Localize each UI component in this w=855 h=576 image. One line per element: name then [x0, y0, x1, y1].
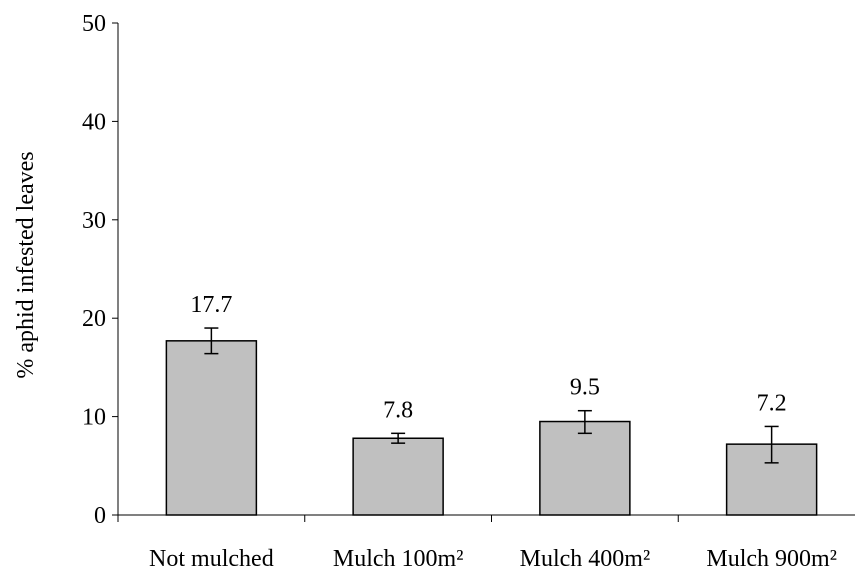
bar — [352, 437, 444, 516]
y-tick-label: 0 — [94, 503, 106, 529]
y-axis-title: % aphid infested leaves — [13, 151, 39, 378]
x-tick-label: Mulch 900m² — [706, 546, 837, 572]
y-tick-label: 20 — [82, 306, 106, 332]
error-bars — [204, 327, 779, 464]
y-tick-label: 30 — [82, 208, 106, 234]
data-label: 9.5 — [570, 375, 600, 401]
bar — [539, 420, 631, 516]
data-label: 7.2 — [757, 390, 787, 416]
y-tick-label: 40 — [82, 109, 106, 135]
data-label: 17.7 — [190, 292, 232, 318]
bars — [165, 340, 818, 516]
bar — [165, 340, 258, 516]
y-tick-label: 10 — [82, 405, 106, 431]
x-tick-label: Mulch 400m² — [520, 546, 651, 572]
data-label: 7.8 — [383, 397, 413, 423]
x-tick-label: Not mulched — [149, 546, 274, 572]
y-tick-label: 50 — [82, 11, 106, 37]
labels: 17.7 Not mulched 7.8 Mulch 100m² 9.5 Mulch 40… — [149, 292, 837, 572]
x-tick-label: Mulch 100m² — [333, 546, 464, 572]
